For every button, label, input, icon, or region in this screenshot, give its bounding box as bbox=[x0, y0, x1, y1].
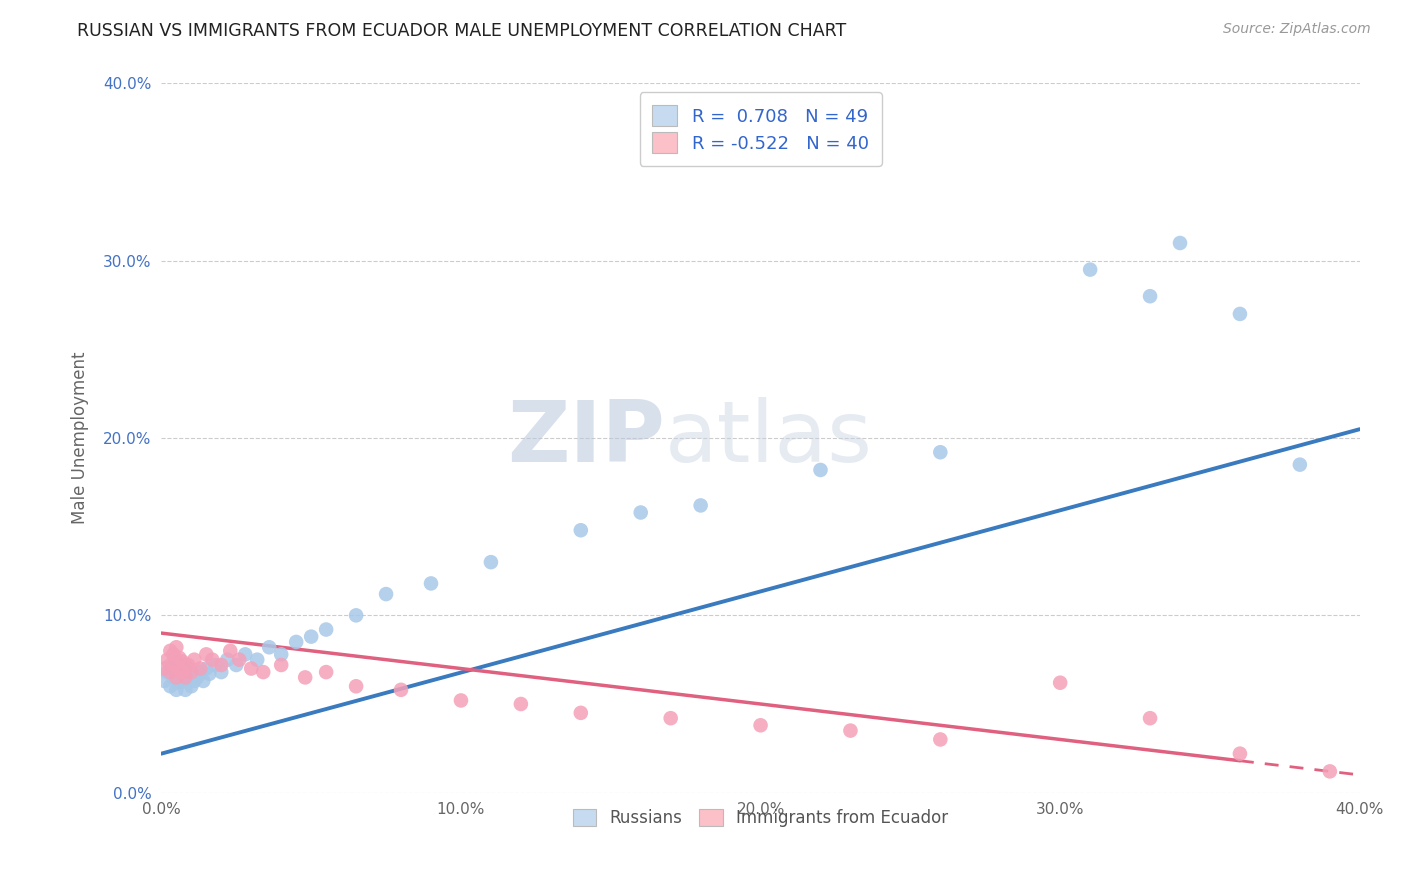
Point bbox=[159, 679, 181, 693]
Point bbox=[569, 706, 592, 720]
Point bbox=[201, 653, 224, 667]
Text: ZIP: ZIP bbox=[508, 397, 665, 480]
Point bbox=[1168, 235, 1191, 250]
Point bbox=[929, 445, 952, 459]
Point bbox=[270, 648, 292, 662]
Point bbox=[174, 658, 197, 673]
Point bbox=[188, 665, 211, 679]
Point bbox=[344, 608, 367, 623]
Point bbox=[159, 644, 181, 658]
Point bbox=[198, 666, 221, 681]
Point bbox=[1289, 458, 1312, 472]
Point bbox=[188, 661, 211, 675]
Point bbox=[233, 648, 256, 662]
Point bbox=[689, 499, 711, 513]
Point bbox=[219, 644, 242, 658]
Point bbox=[177, 658, 200, 673]
Text: RUSSIAN VS IMMIGRANTS FROM ECUADOR MALE UNEMPLOYMENT CORRELATION CHART: RUSSIAN VS IMMIGRANTS FROM ECUADOR MALE … bbox=[77, 22, 846, 40]
Point bbox=[156, 665, 179, 679]
Point bbox=[344, 679, 367, 693]
Point bbox=[156, 653, 179, 667]
Point bbox=[630, 506, 652, 520]
Point bbox=[240, 661, 263, 675]
Point bbox=[420, 576, 443, 591]
Point bbox=[246, 653, 269, 667]
Point bbox=[183, 653, 205, 667]
Point bbox=[162, 658, 184, 673]
Point bbox=[228, 653, 250, 667]
Text: Source: ZipAtlas.com: Source: ZipAtlas.com bbox=[1223, 22, 1371, 37]
Point bbox=[172, 655, 194, 669]
Point bbox=[177, 661, 200, 675]
Point bbox=[165, 655, 187, 669]
Point bbox=[1078, 262, 1101, 277]
Point bbox=[389, 682, 412, 697]
Point bbox=[162, 670, 184, 684]
Point bbox=[195, 648, 218, 662]
Point bbox=[810, 463, 832, 477]
Point bbox=[839, 723, 862, 738]
Point bbox=[153, 661, 176, 675]
Point bbox=[929, 732, 952, 747]
Point bbox=[169, 675, 191, 690]
Point bbox=[315, 623, 337, 637]
Point bbox=[1319, 764, 1341, 779]
Point bbox=[1229, 747, 1251, 761]
Point bbox=[186, 670, 208, 684]
Point bbox=[299, 630, 322, 644]
Y-axis label: Male Unemployment: Male Unemployment bbox=[72, 351, 89, 524]
Point bbox=[315, 665, 337, 679]
Point bbox=[162, 648, 184, 662]
Point bbox=[450, 693, 472, 707]
Point bbox=[252, 665, 274, 679]
Point bbox=[204, 658, 226, 673]
Point bbox=[172, 665, 194, 679]
Point bbox=[153, 673, 176, 688]
Point bbox=[172, 673, 194, 688]
Text: atlas: atlas bbox=[665, 397, 873, 480]
Point bbox=[165, 682, 187, 697]
Point bbox=[270, 658, 292, 673]
Point bbox=[659, 711, 682, 725]
Point bbox=[169, 651, 191, 665]
Point bbox=[159, 665, 181, 679]
Point bbox=[257, 640, 280, 655]
Point bbox=[209, 665, 232, 679]
Point bbox=[183, 673, 205, 688]
Point bbox=[1049, 675, 1071, 690]
Point bbox=[172, 663, 194, 677]
Point bbox=[169, 666, 191, 681]
Point bbox=[209, 658, 232, 673]
Point bbox=[169, 661, 191, 675]
Point bbox=[569, 523, 592, 537]
Point bbox=[1229, 307, 1251, 321]
Point bbox=[180, 665, 202, 679]
Point bbox=[177, 670, 200, 684]
Point bbox=[1139, 711, 1161, 725]
Point bbox=[1139, 289, 1161, 303]
Point bbox=[162, 661, 184, 675]
Point bbox=[479, 555, 502, 569]
Point bbox=[165, 640, 187, 655]
Point bbox=[749, 718, 772, 732]
Point bbox=[174, 682, 197, 697]
Point bbox=[159, 658, 181, 673]
Point bbox=[225, 658, 247, 673]
Point bbox=[180, 679, 202, 693]
Point bbox=[180, 666, 202, 681]
Point bbox=[193, 673, 215, 688]
Point bbox=[509, 697, 531, 711]
Point bbox=[174, 670, 197, 684]
Point bbox=[217, 653, 239, 667]
Point bbox=[165, 670, 187, 684]
Point bbox=[195, 661, 218, 675]
Point bbox=[285, 635, 308, 649]
Point bbox=[294, 670, 316, 684]
Legend: Russians, Immigrants from Ecuador: Russians, Immigrants from Ecuador bbox=[567, 803, 955, 834]
Point bbox=[375, 587, 398, 601]
